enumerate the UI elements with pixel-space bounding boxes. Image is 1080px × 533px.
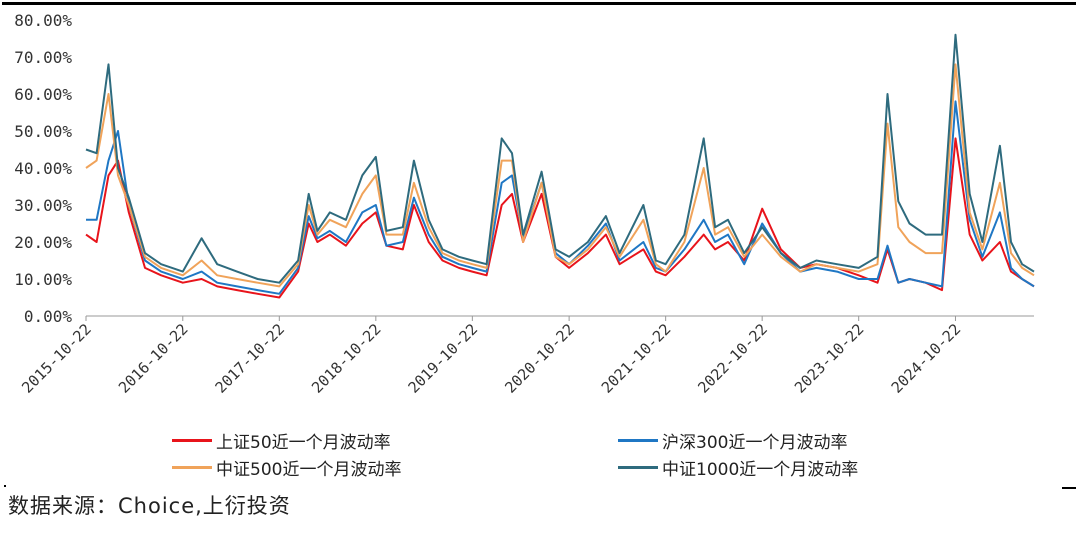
legend-item-sz50: 上证50近一个月波动率 bbox=[172, 428, 391, 453]
x-tick-label: 2015-10-22 bbox=[18, 320, 95, 397]
x-tick-label: 2016-10-22 bbox=[115, 320, 192, 397]
x-tick-label: 2019-10-22 bbox=[405, 320, 482, 397]
y-tick-label: 0.00% bbox=[24, 307, 73, 326]
legend-swatch-zz500 bbox=[172, 466, 212, 469]
y-tick-label: 50.00% bbox=[14, 122, 72, 141]
x-axis-ticks: 2015-10-22 2016-10-22 2017-10-22 2018-10-22… bbox=[18, 316, 964, 397]
y-tick-label: 20.00% bbox=[14, 233, 72, 252]
series-lines bbox=[85, 33, 1035, 299]
x-tick-label: 2024-10-22 bbox=[888, 320, 965, 397]
volatility-line-chart: 0.00% 10.00% 20.00% 30.00% 40.00% 50.00% 60.00… bbox=[14, 11, 1035, 397]
legend-label-zz500: 中证500近一个月波动率 bbox=[216, 460, 402, 480]
y-tick-label: 10.00% bbox=[14, 270, 72, 289]
legend-swatch-zz1000 bbox=[618, 466, 658, 469]
y-tick-label: 40.00% bbox=[14, 159, 72, 178]
legend-label-sz50: 上证50近一个月波动率 bbox=[216, 433, 391, 453]
legend-label-hs300: 沪深300近一个月波动率 bbox=[662, 433, 848, 453]
legend-item-zz1000: 中证1000近一个月波动率 bbox=[618, 455, 858, 480]
x-tick-label: 2020-10-22 bbox=[501, 320, 578, 397]
legend-swatch-sz50 bbox=[172, 439, 212, 442]
legend-item-zz500: 中证500近一个月波动率 bbox=[172, 455, 401, 480]
top-rule bbox=[2, 2, 1076, 5]
legend-label-zz1000: 中证1000近一个月波动率 bbox=[662, 460, 859, 480]
y-tick-label: 70.00% bbox=[14, 48, 72, 67]
y-tick-label: 30.00% bbox=[14, 196, 72, 215]
series-line-zz1000 bbox=[85, 33, 1035, 284]
source-note: 数据来源：Choice,上衍投资 bbox=[8, 494, 291, 518]
y-axis-tick-labels: 0.00% 10.00% 20.00% 30.00% 40.00% 50.00% 60.00… bbox=[14, 11, 72, 326]
x-tick-label: 2023-10-22 bbox=[791, 320, 868, 397]
legend-swatch-hs300 bbox=[618, 439, 658, 442]
right-marker-dash bbox=[1062, 487, 1076, 489]
x-tick-label: 2018-10-22 bbox=[308, 320, 385, 397]
series-line-zz500 bbox=[85, 63, 1035, 288]
x-tick-label: 2022-10-22 bbox=[694, 320, 771, 397]
left-marker-dot bbox=[4, 485, 6, 487]
y-tick-label: 80.00% bbox=[14, 11, 72, 30]
y-tick-label: 60.00% bbox=[14, 85, 72, 104]
x-tick-label: 2017-10-22 bbox=[212, 320, 289, 397]
x-tick-label: 2021-10-22 bbox=[598, 320, 675, 397]
legend-item-hs300: 沪深300近一个月波动率 bbox=[618, 428, 847, 453]
